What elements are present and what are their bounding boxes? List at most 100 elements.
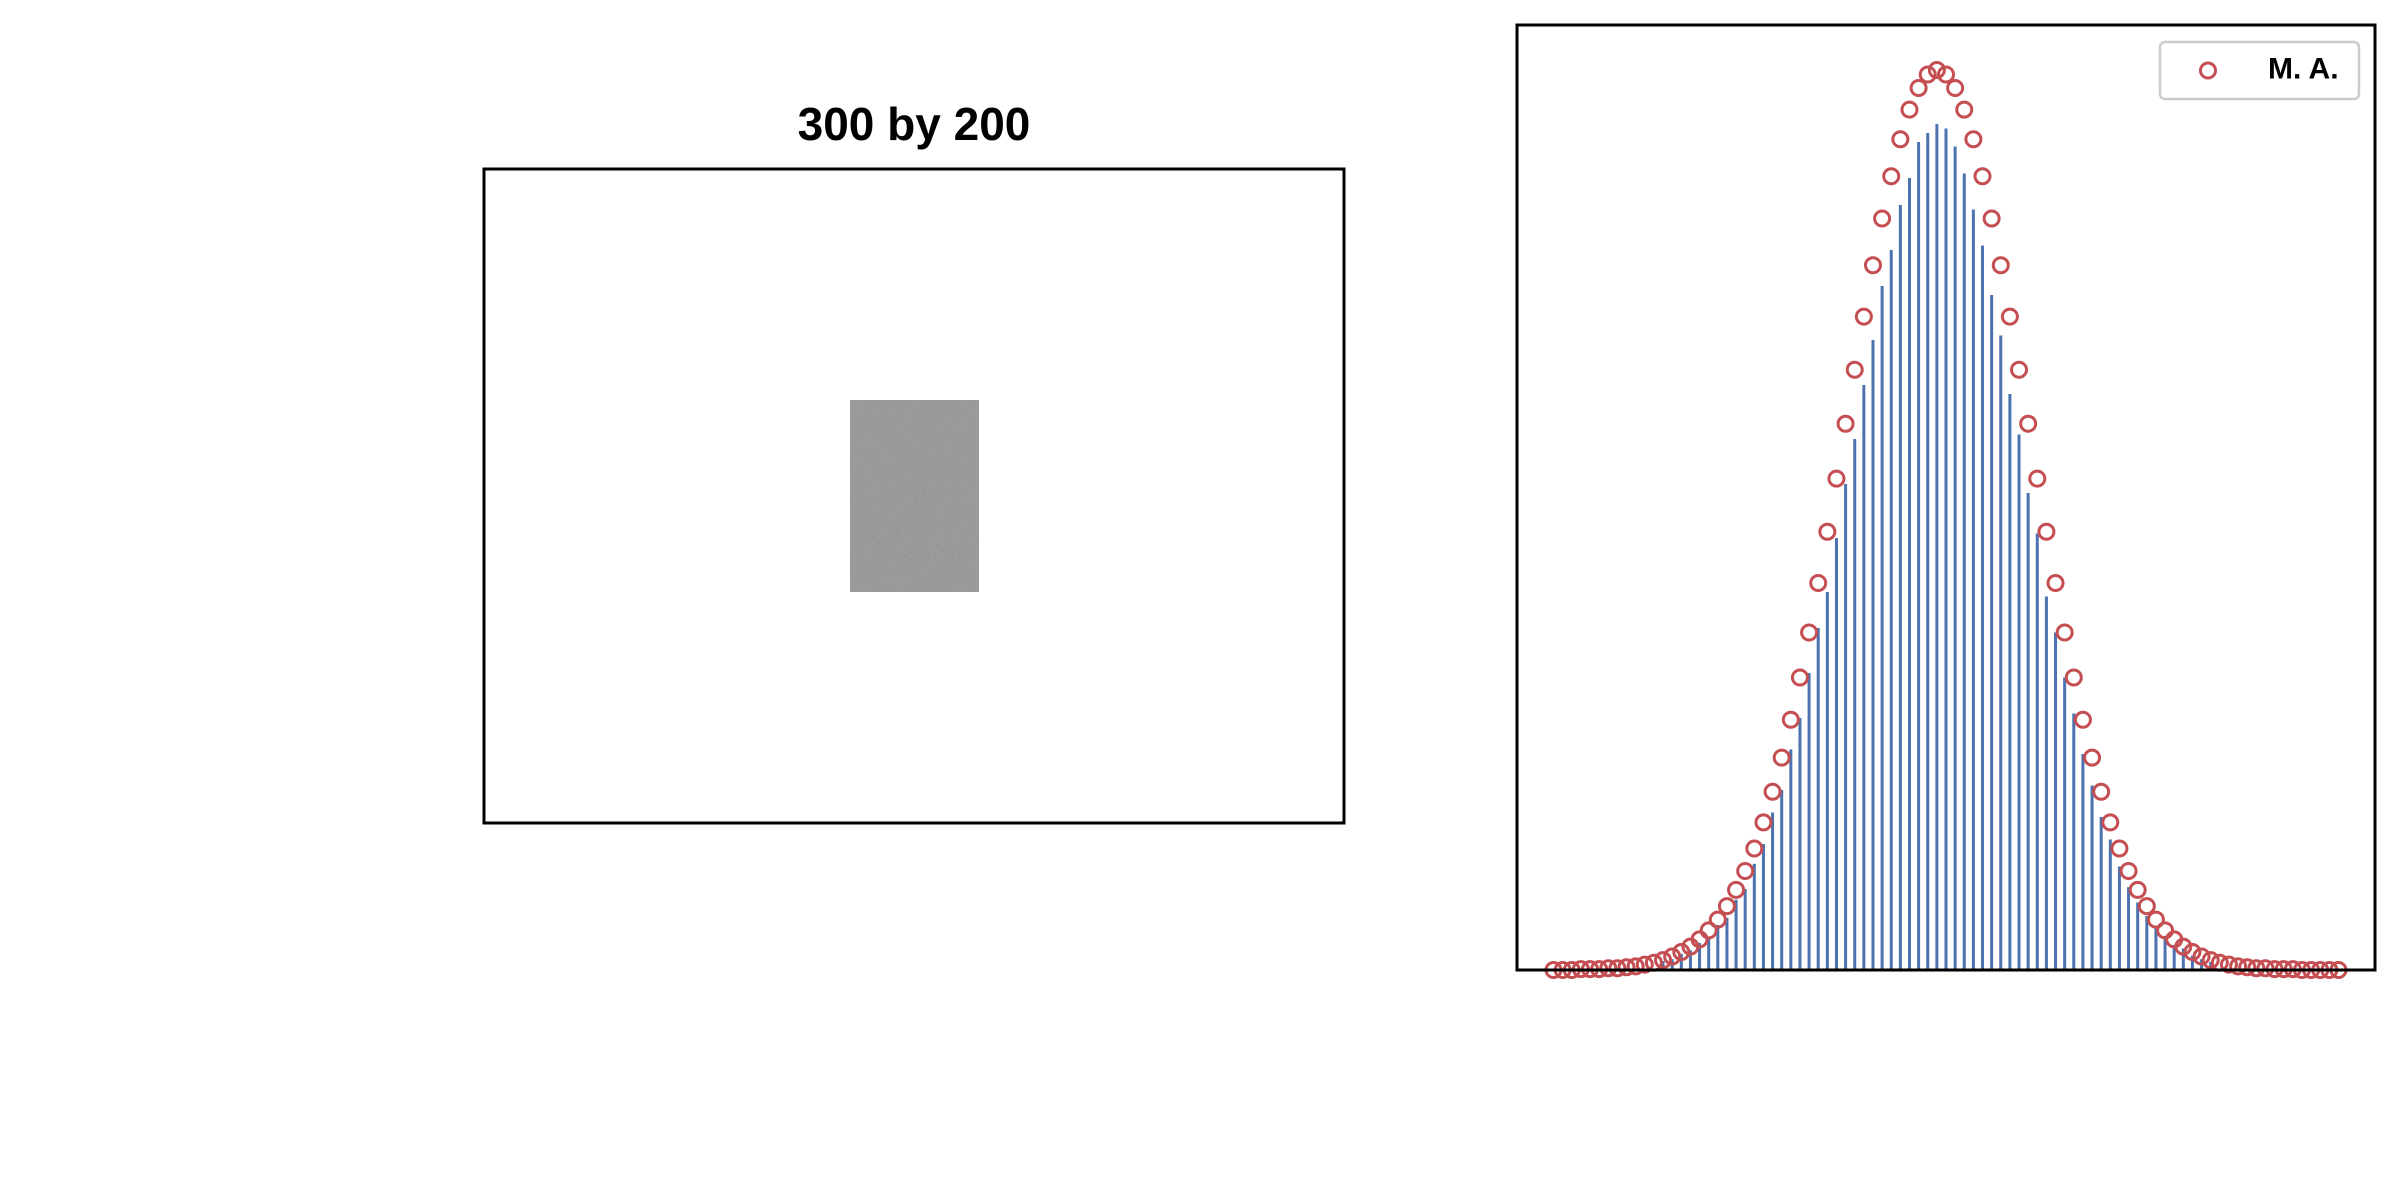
marker <box>2229 957 2248 976</box>
marker <box>1699 921 1718 940</box>
bar <box>2090 785 2094 970</box>
bar <box>2026 493 2030 970</box>
marker <box>2137 897 2156 916</box>
marker <box>1836 414 1855 433</box>
marker <box>1745 839 1764 858</box>
marker <box>2010 360 2029 379</box>
bar <box>1698 943 1702 970</box>
marker <box>1754 813 1773 832</box>
marker <box>1690 930 1709 949</box>
marker <box>2028 469 2047 488</box>
marker <box>1882 167 1901 186</box>
bar <box>1971 209 1975 970</box>
bar <box>2172 944 2176 970</box>
bar <box>1761 844 1765 970</box>
bar <box>2099 817 2103 970</box>
bar <box>2108 839 2112 970</box>
marker <box>2183 943 2202 961</box>
bar <box>1907 178 1911 970</box>
bar <box>1679 953 1683 970</box>
marker <box>1736 862 1755 880</box>
bar <box>2136 902 2140 970</box>
bar <box>1990 295 1994 970</box>
marker <box>1845 360 1864 379</box>
bar <box>1771 812 1775 970</box>
marker <box>1937 65 1955 84</box>
image-frame <box>482 167 1346 825</box>
marker <box>2101 813 2120 832</box>
marker <box>2083 748 2102 767</box>
legend-marker <box>2199 61 2217 80</box>
plot <box>1544 61 2348 979</box>
image-title: 300 by 200 <box>798 98 1031 150</box>
marker <box>1717 897 1736 916</box>
legend-box <box>2158 40 2361 101</box>
marker <box>2092 782 2111 801</box>
marker <box>1663 947 1682 966</box>
marker <box>1955 100 1974 119</box>
bar <box>1725 917 1729 970</box>
bar <box>1780 790 1784 970</box>
bar <box>2127 887 2131 970</box>
bar <box>1707 937 1711 970</box>
bar <box>1807 673 1811 970</box>
bar <box>2209 961 2213 970</box>
marker <box>2174 937 2193 956</box>
bar <box>1798 718 1802 970</box>
marker <box>1982 209 2001 228</box>
marker <box>1772 748 1791 767</box>
bar <box>1789 749 1793 970</box>
bar <box>1688 950 1692 970</box>
marker <box>2247 959 2266 978</box>
bar <box>1917 142 1921 970</box>
axes-frame <box>1515 23 2377 972</box>
marker <box>1727 880 1746 899</box>
bar <box>1743 889 1747 970</box>
bar <box>2008 394 2012 970</box>
marker <box>1918 65 1937 84</box>
marker <box>2128 880 2147 899</box>
bar <box>1734 899 1738 970</box>
marker <box>2219 955 2238 974</box>
marker <box>1964 130 1983 149</box>
marker <box>1617 958 1636 977</box>
marker <box>2256 959 2275 978</box>
marker <box>1827 469 1846 488</box>
marker <box>1790 668 1809 687</box>
marker <box>1635 955 1654 974</box>
bar <box>1752 863 1756 970</box>
marker <box>1809 574 1828 592</box>
marker <box>1973 167 1992 186</box>
bar <box>2181 948 2185 970</box>
marker <box>2119 862 2138 880</box>
bar <box>1716 925 1720 970</box>
marker <box>2055 623 2074 642</box>
bar <box>1880 286 1884 970</box>
bar <box>2044 596 2048 970</box>
marker <box>2046 574 2065 592</box>
noise-image <box>850 400 979 592</box>
bar <box>2163 935 2167 970</box>
marker <box>2192 947 2211 966</box>
marker <box>1863 256 1882 275</box>
marker <box>1654 951 1673 970</box>
marker <box>1927 61 1946 79</box>
bar <box>1661 961 1665 970</box>
marker <box>1991 256 2010 275</box>
marker <box>1909 79 1928 97</box>
bar <box>2063 677 2067 970</box>
bar <box>1898 205 1902 970</box>
bar <box>1853 439 1857 970</box>
marker <box>2064 668 2083 687</box>
bar <box>1816 628 1820 970</box>
bar <box>1834 538 1838 970</box>
bar <box>1926 133 1930 970</box>
marker <box>1891 130 1910 149</box>
bar <box>2081 754 2085 970</box>
bar <box>2190 955 2194 970</box>
legend: M. A. <box>2158 40 2361 101</box>
bar <box>1935 124 1939 970</box>
marker <box>1781 710 1800 729</box>
